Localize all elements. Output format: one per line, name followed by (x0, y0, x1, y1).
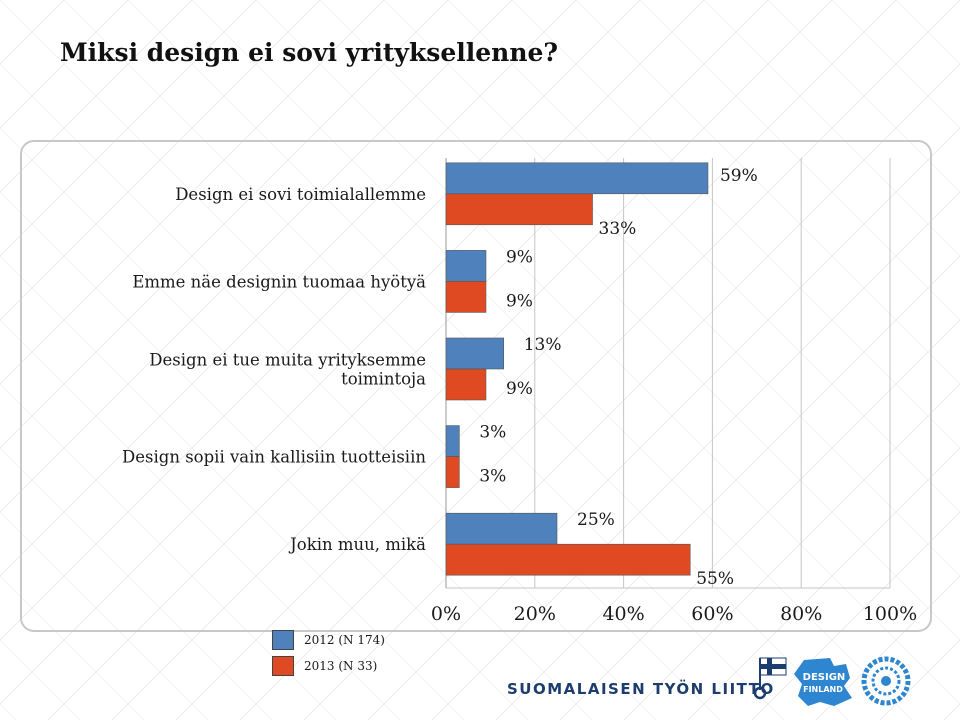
category-label: Jokin muu, mikä (288, 535, 426, 554)
bar-2012 (445, 162, 709, 195)
bar-2013 (445, 456, 460, 488)
legend-item-2013: 2013 (N 33) (272, 656, 432, 678)
bar-2013 (445, 193, 593, 226)
legend-swatch-2013 (272, 656, 294, 676)
x-tick-label: 100% (863, 603, 917, 625)
data-label-2012: 59% (720, 166, 758, 186)
organization-name: SUOMALAISEN TYÖN LIITTO (507, 680, 775, 698)
data-label-2013: 55% (696, 569, 734, 589)
bar-2012 (445, 250, 487, 282)
x-tick-label: 40% (602, 603, 644, 625)
bar-2012 (445, 425, 460, 457)
category-label: Design ei sovi toimialallemme (175, 185, 426, 204)
bar-2012 (445, 512, 558, 545)
data-label-2012: 3% (479, 423, 506, 443)
bar-2013 (445, 368, 487, 401)
category-label: toimintoja (341, 370, 426, 389)
design-logo-word-2: FINLAND (803, 685, 843, 694)
design-finland-logo: DESIGN FINLAND (794, 658, 852, 706)
data-label-2013: 3% (479, 467, 506, 487)
legend-swatch-2012 (272, 630, 294, 650)
category-label: Design ei tue muita yrityksemme (149, 351, 426, 370)
slide-title: Miksi design ei sovi yrityksellenne? (60, 38, 559, 67)
wreath-emblem-icon (861, 656, 911, 706)
design-logo-word-1: DESIGN (803, 672, 846, 683)
x-tick-label: 80% (780, 603, 822, 625)
category-label: Design sopii vain kallisiin tuotteisiin (122, 448, 426, 467)
bar-2013 (445, 543, 691, 576)
x-tick-label: 0% (431, 603, 461, 625)
chart-frame (20, 140, 932, 632)
category-label: Emme näe designin tuomaa hyötyä (132, 272, 426, 291)
legend-item-2012: 2012 (N 174) (272, 630, 432, 652)
data-label-2013: 33% (599, 219, 637, 239)
x-tick-label: 60% (691, 603, 733, 625)
data-label-2013: 9% (506, 379, 533, 399)
legend-label-2013: 2013 (N 33) (304, 659, 378, 673)
data-label-2012: 9% (506, 247, 533, 267)
data-label-2013: 9% (506, 291, 533, 311)
x-tick-label: 20% (514, 603, 556, 625)
legend-label-2012: 2012 (N 174) (304, 633, 385, 647)
finnish-flag-key-logo-icon (753, 657, 787, 700)
data-label-2012: 25% (577, 510, 615, 530)
bar-2013 (445, 281, 487, 313)
bar-2012 (445, 337, 505, 370)
data-label-2012: 13% (524, 335, 562, 355)
